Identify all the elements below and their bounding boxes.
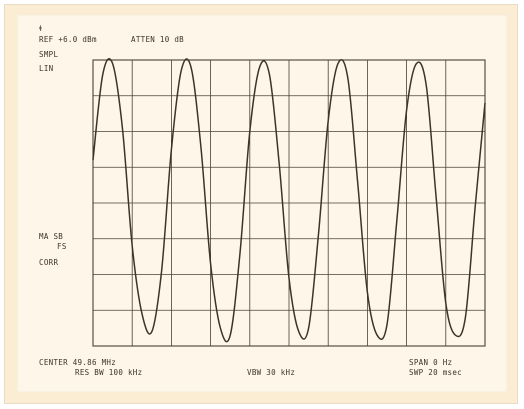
span-label: SPAN 0 Hz [409, 358, 452, 367]
graticule [92, 59, 486, 347]
linear-scale-label: LIN [39, 64, 53, 73]
chart-frame: ꬸ REF +6.0 dBm ATTEN 10 dB SMPL LIN MA S… [4, 4, 518, 404]
spectrum-analyzer-chart: ꬸ REF +6.0 dBm ATTEN 10 dB SMPL LIN MA S… [39, 24, 486, 377]
marker-glyph: ꬸ [39, 24, 42, 33]
ref-level-label: REF +6.0 dBm [39, 35, 97, 44]
trace [92, 58, 486, 343]
sample-mode-label: SMPL [39, 50, 58, 59]
video-bandwidth-label: VBW 30 kHz [247, 368, 295, 377]
fs-label: FS [57, 242, 67, 251]
attenuation-label: ATTEN 10 dB [131, 35, 184, 44]
resolution-bandwidth-label: RES BW 100 kHz [75, 368, 142, 377]
sweep-time-label: SWP 20 msec [409, 368, 462, 377]
ma-sb-label: MA SB [39, 232, 63, 241]
signal-trace-line [92, 58, 486, 343]
plot-paper: ꬸ REF +6.0 dBm ATTEN 10 dB SMPL LIN MA S… [17, 15, 507, 392]
center-frequency-label: CENTER 49.86 MHz [39, 358, 116, 367]
correction-label: CORR [39, 258, 58, 267]
